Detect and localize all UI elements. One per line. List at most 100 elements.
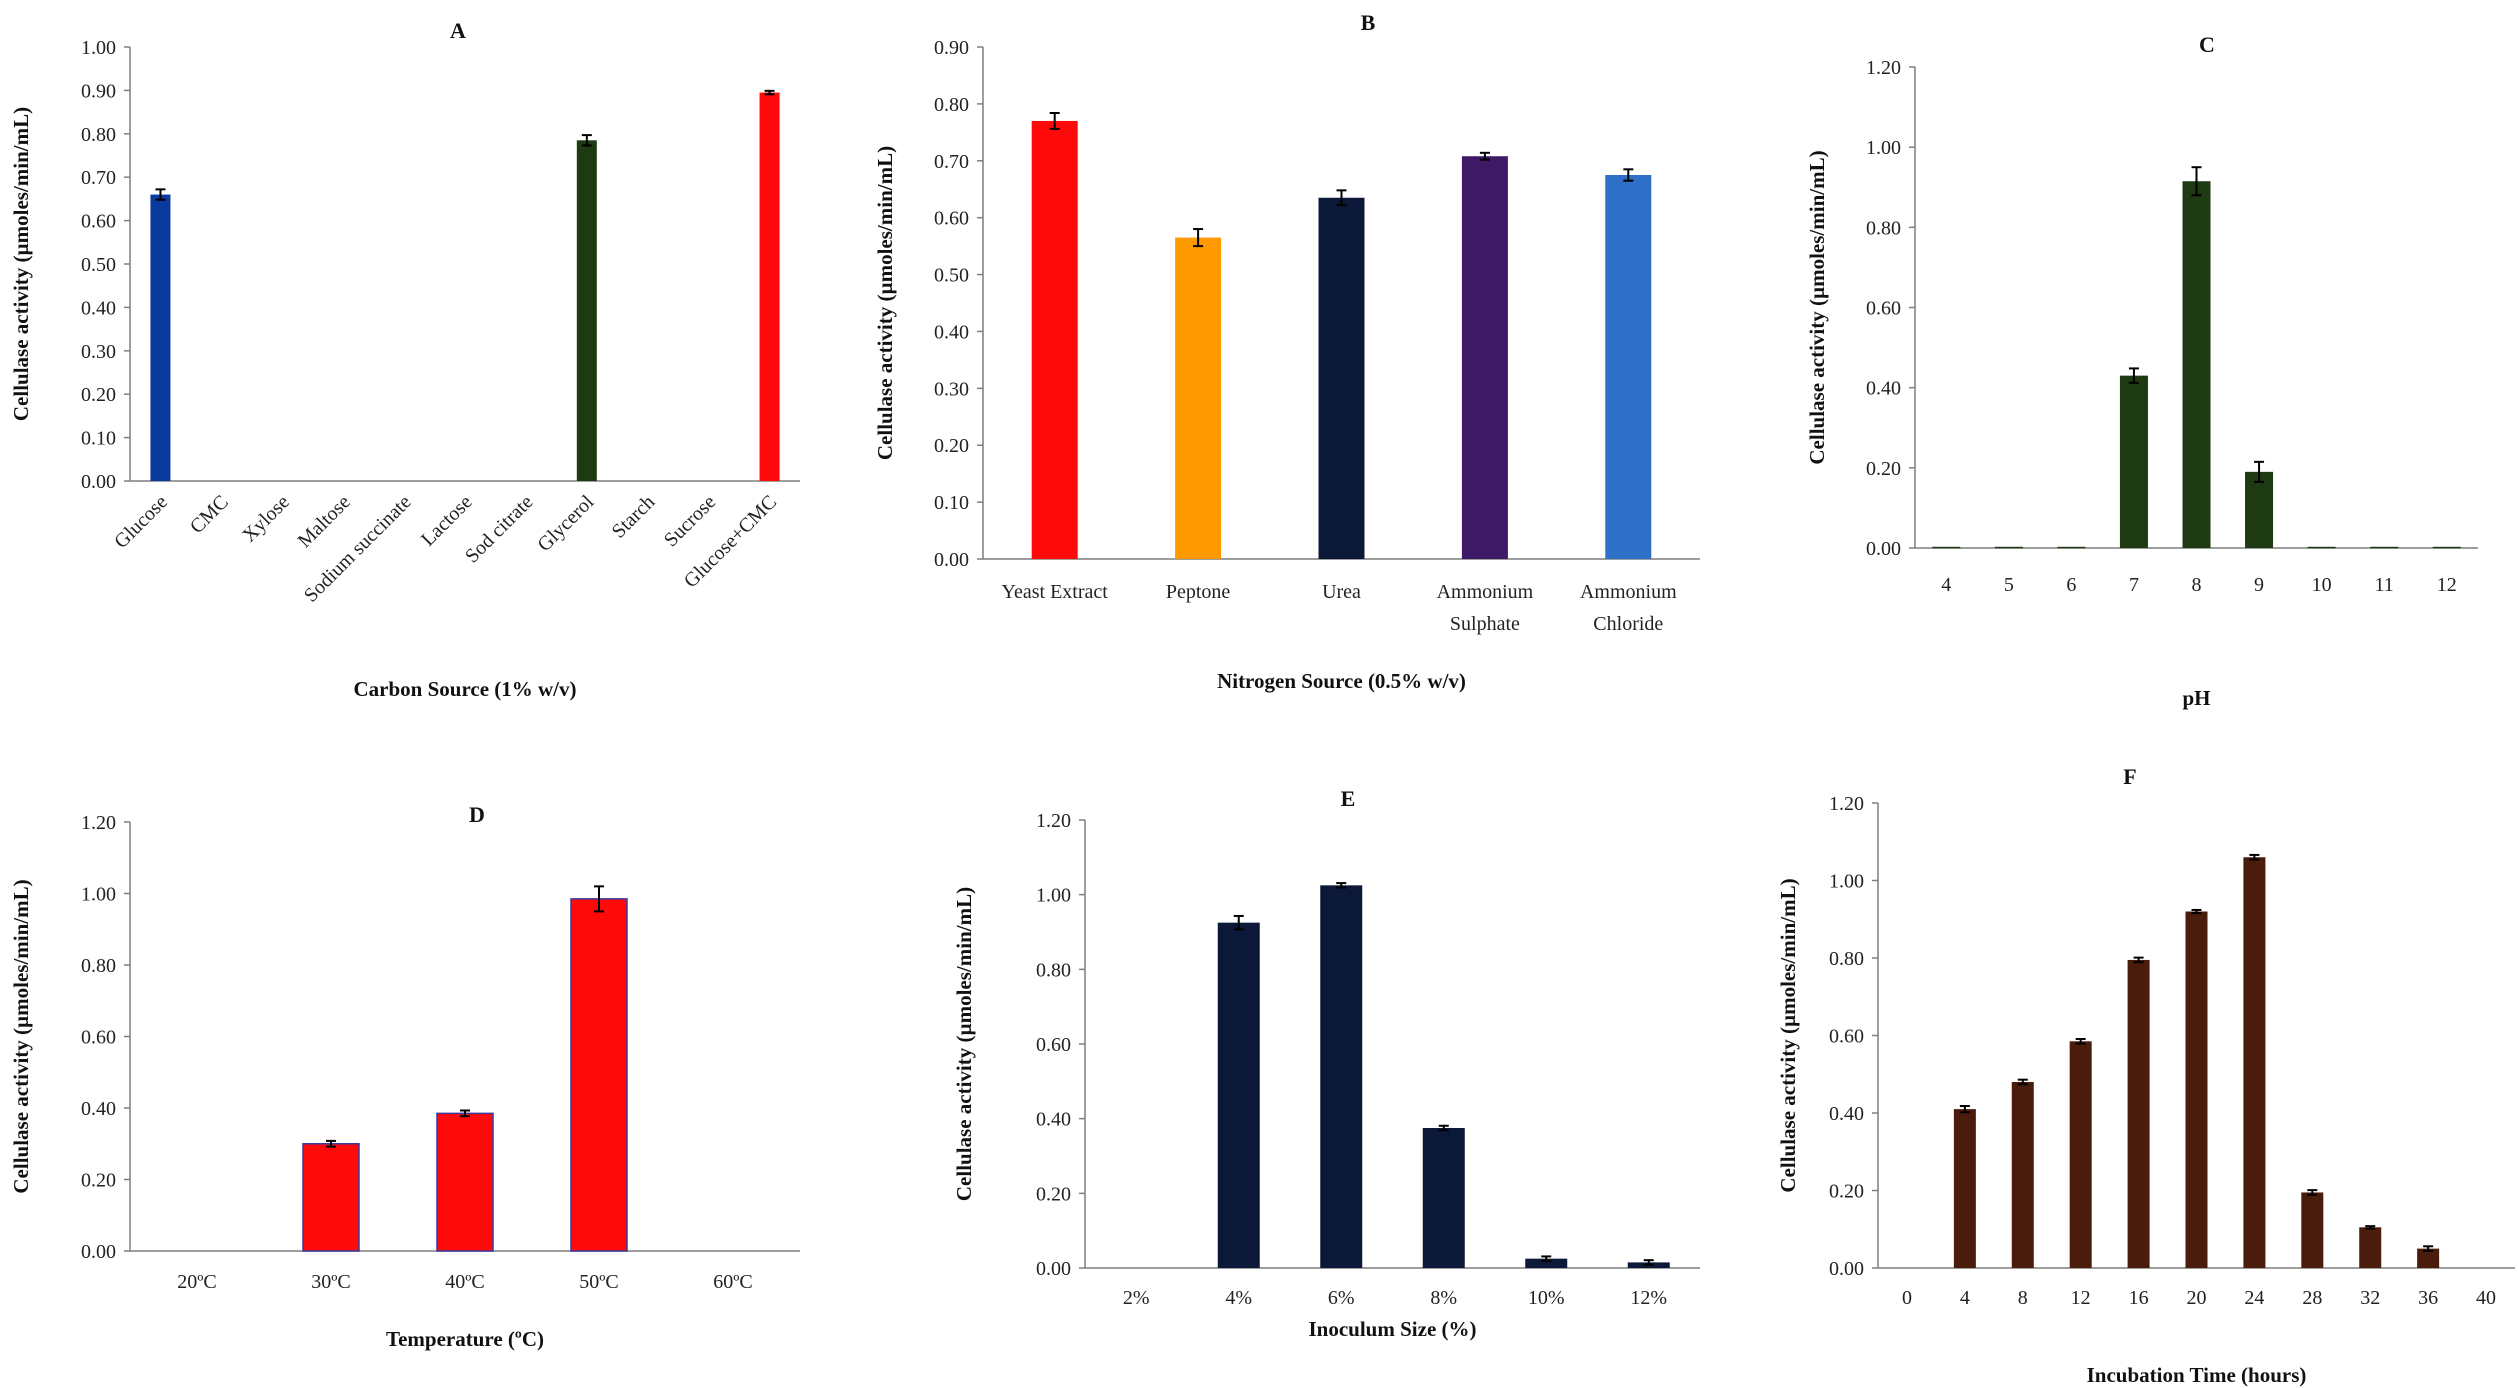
y-tick-label: 0.10 <box>934 492 969 514</box>
panel-letter-f: F <box>2123 764 2136 789</box>
y-tick-label: 1.00 <box>1829 871 1864 893</box>
bar-b-3 <box>1461 156 1508 559</box>
y-axis-title: Cellulase activity (µmoles/min/mL) <box>9 107 33 421</box>
y-tick-label: 0.00 <box>1829 1258 1864 1280</box>
x-axis-title: Nitrogen Source (0.5% w/v) <box>1217 669 1466 693</box>
x-tick-label: 24 <box>2244 1287 2264 1309</box>
y-tick-label: 1.00 <box>81 37 116 59</box>
panel-letter-b: B <box>1361 10 1376 35</box>
y-tick-label: 1.00 <box>81 884 116 906</box>
y-axis-title: Cellulase activity (µmoles/min/mL) <box>1805 150 1829 464</box>
x-tick-label: Yeast Extract <box>1002 581 1109 603</box>
x-tick-label: 10 <box>2312 574 2332 596</box>
y-tick-label: 0.20 <box>934 435 969 457</box>
chart-e: E 0.00 0.20 0.40 0.60 0.80 1.00 1.20 Cellulase a… <box>952 786 1700 1341</box>
y-tick-label: 0.60 <box>1829 1026 1864 1048</box>
y-tick-label: 0.80 <box>1829 948 1864 970</box>
y-tick-label: 1.00 <box>1866 137 1901 159</box>
x-axis-title: Incubation Time (hours) <box>2087 1363 2307 1387</box>
x-axis-title: Inoculum Size (%) <box>1309 1317 1477 1341</box>
x-tick-label: 2% <box>1123 1287 1150 1309</box>
bar-c-4 <box>2182 181 2211 549</box>
y-tick-label: 0.30 <box>934 378 969 400</box>
bar-c-0 <box>1932 546 1961 549</box>
chart-f: F 0.00 0.20 0.40 0.60 0.80 1.00 1.20 Cellulase a… <box>1776 764 2515 1387</box>
bar-e-2 <box>1320 885 1363 1268</box>
y-axis-title: Cellulase activity (µmoles/min/mL) <box>1776 878 1800 1192</box>
x-axis-title: Carbon Source (1% w/v) <box>353 677 576 701</box>
chart-c: C 0.00 0.20 0.40 0.60 0.80 1.00 1.20 Cellulase a… <box>1805 32 2478 710</box>
bar-f-4 <box>2127 959 2150 1268</box>
y-tick-label: 0.70 <box>934 151 969 173</box>
x-tick-label: 8% <box>1430 1287 1457 1309</box>
panel-letter-c: C <box>2199 32 2215 57</box>
x-tick-label: 8 <box>2192 574 2202 596</box>
x-tick-label: 12 <box>2437 574 2457 596</box>
y-tick-label: 0.00 <box>81 1241 116 1263</box>
y-tick-label: 0.00 <box>1866 538 1901 560</box>
x-tick-label: 4 <box>1941 574 1951 596</box>
x-tick-label: 36 <box>2418 1287 2438 1309</box>
x-tick-label: 4 <box>1960 1287 1970 1309</box>
y-tick-label: 0.50 <box>81 254 116 276</box>
bar-d-1 <box>302 1143 360 1252</box>
y-tick-label: 0.40 <box>934 321 969 343</box>
bar-b-2 <box>1318 197 1365 559</box>
x-tick-label: CMC <box>186 491 233 538</box>
x-tick-label: Urea <box>1322 581 1361 603</box>
bar-c-1 <box>1994 546 2023 549</box>
x-tick-label: 60ºC <box>713 1271 753 1293</box>
y-tick-label: 0.00 <box>934 549 969 571</box>
x-tick-label: 12% <box>1630 1287 1667 1309</box>
y-tick-label: 0.40 <box>81 297 116 319</box>
x-tick-label: Ammonium Chloride <box>1580 581 1677 635</box>
bar-b-0 <box>1031 120 1078 559</box>
y-tick-label: 0.70 <box>81 167 116 189</box>
bar-f-8 <box>2359 1227 2382 1268</box>
bar-f-2 <box>2011 1082 2034 1268</box>
bar-e-3 <box>1422 1128 1465 1268</box>
x-tick-label: 20 <box>2187 1287 2207 1309</box>
y-tick-label: 0.90 <box>934 37 969 59</box>
x-tick-label: 12 <box>2071 1287 2091 1309</box>
bar-f-9 <box>2417 1248 2440 1268</box>
y-tick-label: 0.80 <box>81 124 116 146</box>
x-tick-label: Glucose <box>110 491 172 553</box>
y-tick-label: 0.40 <box>1866 378 1901 400</box>
panel-letter-e: E <box>1341 786 1356 811</box>
bar-a-10 <box>759 92 780 481</box>
x-axis-title: pH <box>2182 686 2210 710</box>
x-tick-label: Ammonium Sulphate <box>1437 581 1534 635</box>
bar-f-6 <box>2243 857 2266 1268</box>
chart-d: D 0.00 0.20 0.40 0.60 0.80 1.00 1.20 Cellulase a… <box>9 802 800 1351</box>
y-tick-label: 1.20 <box>81 812 116 834</box>
bar-c-3 <box>2119 375 2148 548</box>
x-tick-label: Sodium succinate <box>300 491 416 607</box>
y-tick-label: 0.20 <box>1829 1181 1864 1203</box>
y-tick-label: 1.20 <box>1829 793 1864 815</box>
y-tick-label: 0.20 <box>1036 1183 1071 1205</box>
x-tick-label: Xylose <box>238 491 294 547</box>
x-tick-label: 8 <box>2018 1287 2028 1309</box>
y-tick-label: 1.20 <box>1036 810 1071 832</box>
y-tick-label: 1.20 <box>1866 57 1901 79</box>
x-tick-label: Lactose <box>417 491 477 551</box>
x-tick-label: 10% <box>1528 1287 1565 1309</box>
bar-f-5 <box>2185 911 2208 1268</box>
x-tick-label: 9 <box>2254 574 2264 596</box>
y-tick-label: 0.60 <box>1036 1034 1071 1056</box>
bar-c-8 <box>2432 546 2461 549</box>
y-tick-label: 0.60 <box>1866 298 1901 320</box>
y-tick-label: 0.20 <box>81 1170 116 1192</box>
y-tick-label: 0.40 <box>81 1098 116 1120</box>
y-tick-label: 0.20 <box>81 384 116 406</box>
x-tick-label: Peptone <box>1166 581 1231 603</box>
bar-f-1 <box>1953 1109 1976 1268</box>
y-tick-label: 0.90 <box>81 80 116 102</box>
bar-f-3 <box>2069 1041 2092 1268</box>
bar-c-7 <box>2370 546 2399 549</box>
x-tick-label: Sucrose <box>660 491 720 551</box>
x-tick-label: 6% <box>1328 1287 1355 1309</box>
x-tick-label: 32 <box>2360 1287 2380 1309</box>
y-tick-label: 0.60 <box>934 208 969 230</box>
